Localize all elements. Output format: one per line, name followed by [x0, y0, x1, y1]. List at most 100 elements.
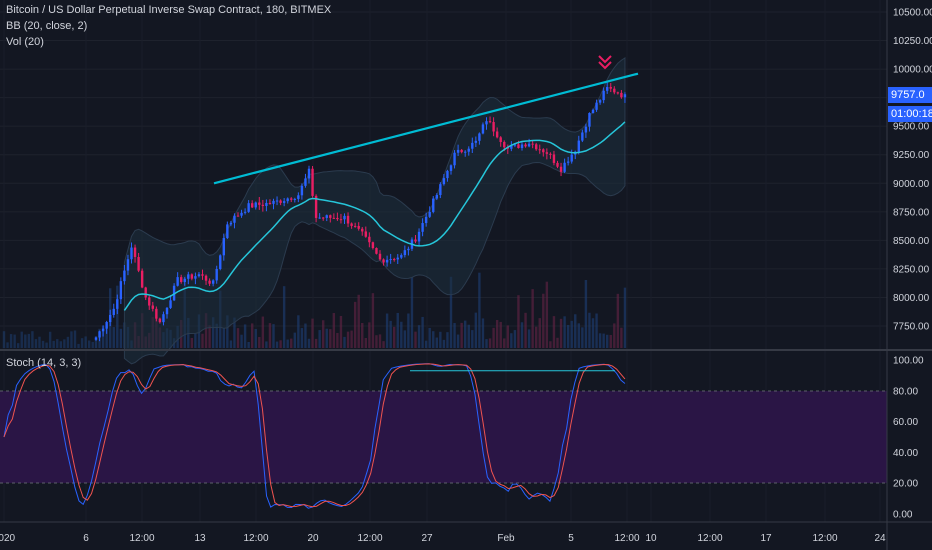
volume-bar — [410, 277, 414, 348]
volume-bar — [517, 295, 520, 348]
volume-bar — [41, 340, 45, 348]
candle-body — [293, 198, 296, 200]
candle-body — [251, 203, 254, 208]
volume-bar — [84, 336, 87, 348]
volume-bar — [566, 325, 570, 348]
volume-bar — [581, 327, 584, 348]
candle-body — [343, 215, 346, 220]
candle-body — [297, 195, 300, 199]
volume-bar — [17, 343, 20, 348]
volume-bar — [70, 331, 73, 348]
volume-bar — [492, 327, 495, 348]
volume-bar — [9, 334, 13, 348]
volume-bar — [542, 293, 545, 348]
volume-bar — [190, 337, 194, 348]
candle-body — [616, 92, 620, 94]
volume-bar — [549, 341, 552, 348]
volume-bar — [556, 337, 559, 348]
volume-bar — [499, 321, 502, 348]
volume-bar — [48, 331, 52, 348]
volume-bar — [208, 325, 211, 348]
volume-bar — [343, 336, 346, 348]
candle-body — [417, 231, 421, 242]
candle-body — [478, 133, 481, 141]
candle-body — [130, 247, 133, 260]
candle-body — [361, 228, 364, 232]
candle-body — [432, 198, 435, 212]
candle-body — [382, 259, 385, 263]
candle-body — [148, 297, 151, 306]
stoch-k-line — [3, 363, 626, 509]
candle-body — [424, 216, 428, 224]
volume-bar — [609, 334, 612, 348]
price-tick-label: 9250.00 — [893, 150, 930, 161]
volume-bar — [435, 337, 438, 348]
candle-body — [513, 144, 517, 146]
candle-body — [414, 239, 417, 242]
candle-body — [151, 305, 154, 309]
volume-bar — [350, 330, 353, 348]
volume-bar — [510, 333, 513, 348]
volume-bar — [204, 313, 208, 348]
candle-body — [169, 300, 172, 308]
volume-bar — [368, 322, 371, 348]
stoch-axis[interactable]: 100.00 80.00 60.00 40.00 20.00 0.00 — [893, 356, 924, 521]
candle-body — [623, 94, 627, 98]
candle-body — [208, 280, 211, 284]
volume-bar — [378, 334, 382, 348]
sell-signal-icon — [598, 55, 612, 70]
volume-bar — [559, 318, 563, 348]
volume-bar — [119, 328, 123, 348]
candle-body — [481, 124, 485, 134]
stoch-band-fill — [0, 391, 887, 483]
volume-bar — [31, 331, 34, 348]
candle-body — [346, 215, 350, 224]
candle-body — [226, 224, 229, 239]
volume-bar — [304, 323, 307, 348]
volume-bar — [400, 321, 403, 348]
volume-bar — [311, 318, 314, 348]
volume-bar — [325, 328, 328, 348]
trendline[interactable] — [213, 72, 639, 185]
candle-body — [389, 259, 392, 261]
candle-body — [219, 255, 222, 269]
candle-body — [105, 322, 108, 329]
price-tick-label: 7750.00 — [893, 322, 930, 333]
volume-bar — [329, 329, 332, 348]
symbol-legend[interactable]: Bitcoin / US Dollar Perpetual Inverse Sw… — [6, 4, 332, 16]
volume-bar — [307, 338, 311, 348]
candle-body — [485, 121, 488, 125]
candle-body — [531, 143, 534, 145]
volume-legend[interactable]: Vol (20) — [6, 36, 44, 48]
volume-bar — [73, 330, 77, 348]
candle-body — [400, 255, 403, 258]
price-tick-label: 10000.00 — [893, 65, 932, 76]
volume-bar — [251, 323, 254, 348]
volume-bar — [620, 327, 623, 348]
stoch-legend[interactable]: Stoch (14, 3, 3) — [6, 357, 82, 369]
candle-body — [421, 223, 424, 232]
candle-body — [527, 143, 531, 147]
volume-bar — [606, 334, 609, 348]
candle-body — [545, 152, 549, 154]
volume-bar — [414, 331, 417, 348]
volume-bar — [226, 315, 229, 348]
volume-bar — [481, 318, 485, 348]
candle-body — [300, 185, 304, 196]
price-tick-label: 8250.00 — [893, 264, 930, 275]
volume-bar — [364, 337, 367, 348]
volume-bar — [88, 340, 91, 348]
volume-bar — [478, 272, 481, 348]
volume-bar — [201, 333, 204, 348]
time-axis[interactable]: 2020 6 12:00 13 12:00 20 12:00 27 Feb 5 12:00 10 12:… — [0, 533, 886, 544]
volume-bar — [602, 333, 605, 348]
candle-body — [119, 281, 123, 300]
bb-legend[interactable]: BB (20, close, 2) — [6, 20, 88, 32]
signal-chevron — [598, 55, 612, 64]
candlestick-series — [94, 82, 627, 342]
candle-body — [371, 242, 375, 249]
price-tick-label: 10250.00 — [893, 36, 932, 47]
time-tick-label: 2020 — [0, 533, 16, 544]
stochastic-series — [3, 363, 626, 509]
